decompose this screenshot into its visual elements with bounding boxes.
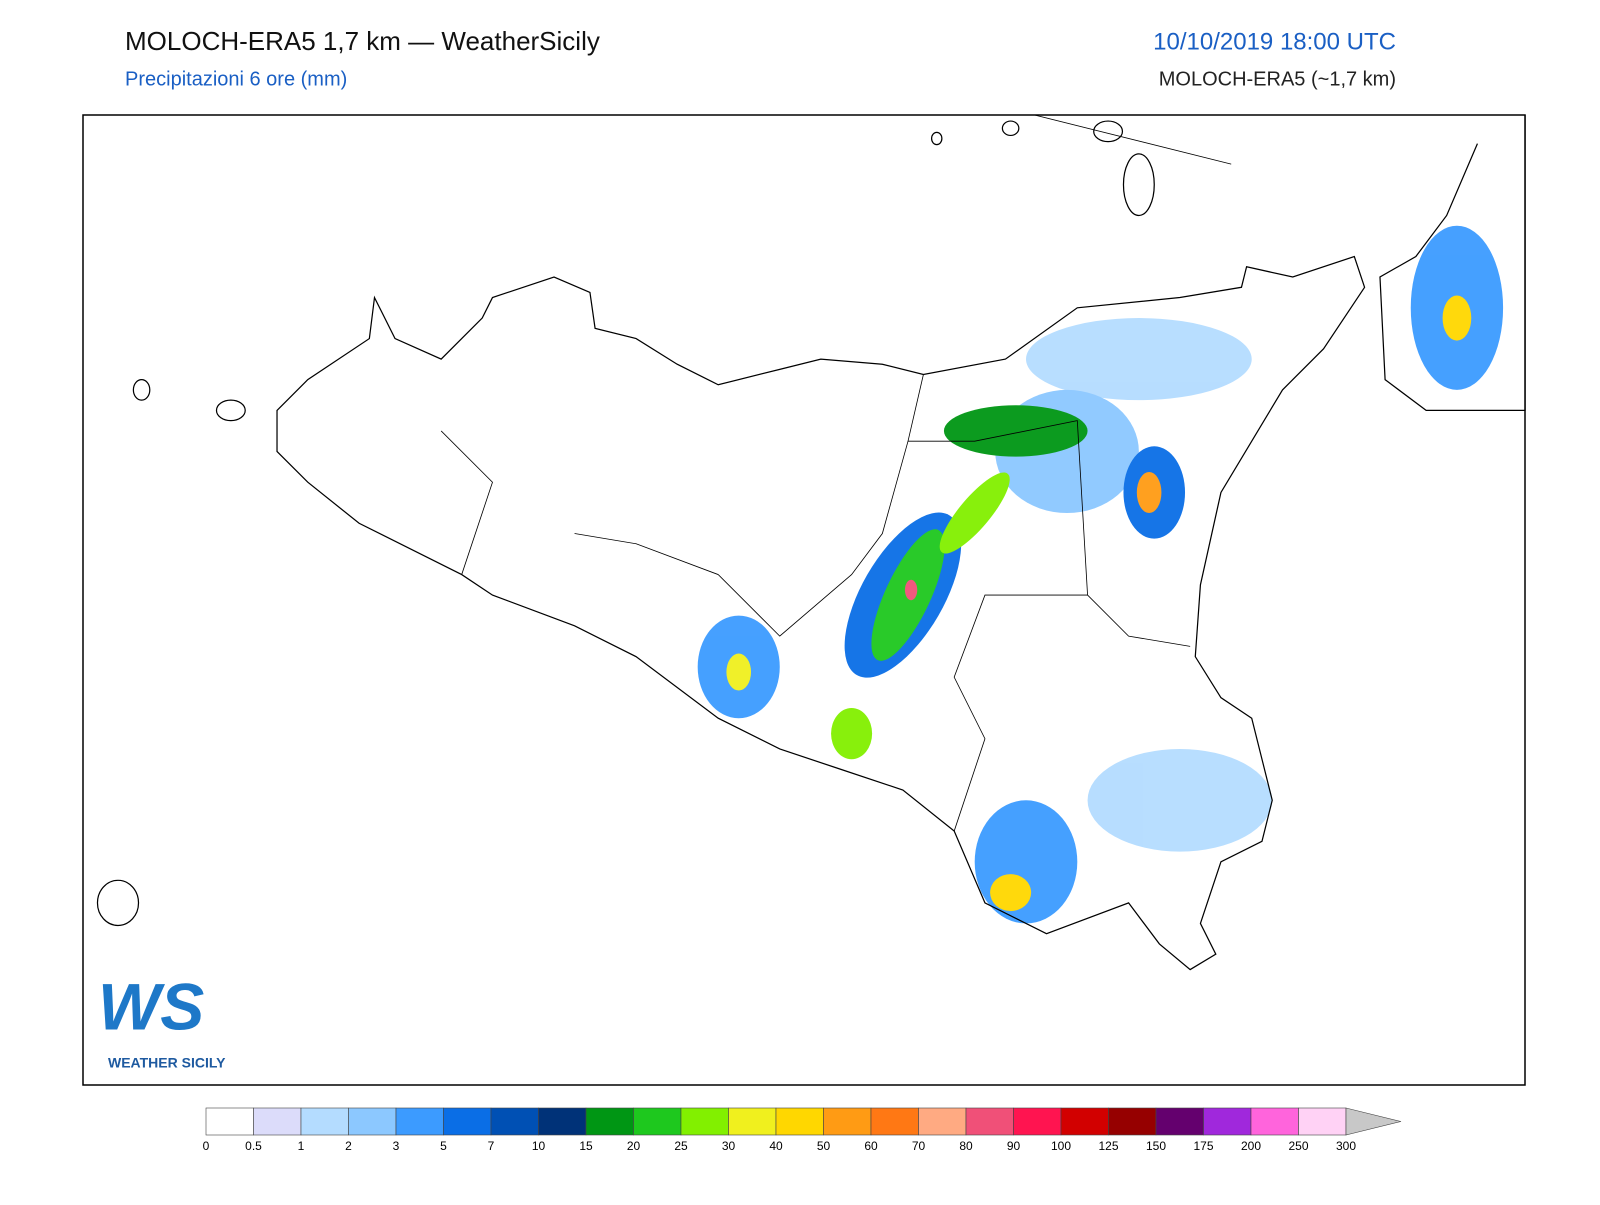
colorbar-tick-label: 90 bbox=[1007, 1139, 1021, 1153]
colorbar-bin bbox=[395, 1107, 444, 1136]
colorbar-tick-label: 10 bbox=[532, 1139, 546, 1153]
colorbar-tick-label: 20 bbox=[627, 1139, 641, 1153]
colorbar-bin bbox=[775, 1107, 824, 1136]
coastline bbox=[96, 114, 1526, 971]
colorbar-tick-label: 250 bbox=[1288, 1139, 1308, 1153]
colorbar-tick-label: 7 bbox=[488, 1139, 495, 1153]
colorbar-tick-label: 80 bbox=[959, 1139, 973, 1153]
colorbar-tick-label: 0.5 bbox=[245, 1139, 262, 1153]
colorbar-bin bbox=[1155, 1107, 1204, 1136]
colorbar-tick-label: 40 bbox=[769, 1139, 783, 1153]
colorbar-extend bbox=[1345, 1107, 1402, 1136]
colorbar-tick-label: 0 bbox=[203, 1139, 210, 1153]
colorbar-tick-label: 25 bbox=[674, 1139, 688, 1153]
colorbar-tick-label: 150 bbox=[1146, 1139, 1166, 1153]
logo: WS WEATHER SICILY bbox=[98, 969, 226, 1070]
colorbar-bin bbox=[253, 1107, 302, 1136]
logo-name: WEATHER SICILY bbox=[108, 1055, 226, 1071]
colorbar-bin bbox=[1108, 1107, 1157, 1136]
colorbar-bin bbox=[1298, 1107, 1347, 1136]
colorbar-bin bbox=[633, 1107, 682, 1136]
colorbar-bin bbox=[585, 1107, 634, 1136]
colorbar-bin bbox=[965, 1107, 1014, 1136]
colorbar-tick-label: 5 bbox=[440, 1139, 447, 1153]
colorbar-bin bbox=[443, 1107, 492, 1136]
colorbar-tick-label: 3 bbox=[393, 1139, 400, 1153]
colorbar-bin bbox=[205, 1107, 254, 1136]
colorbar-bin bbox=[1203, 1107, 1252, 1136]
colorbar-tick-label: 60 bbox=[864, 1139, 878, 1153]
colorbar-bin bbox=[300, 1107, 349, 1136]
colorbar-bin bbox=[348, 1107, 397, 1136]
colorbar-bin bbox=[823, 1107, 872, 1136]
date: 10/10/2019 18:00 UTC bbox=[1153, 28, 1396, 55]
colorbar-bin bbox=[870, 1107, 919, 1136]
logo-mark: WS bbox=[98, 969, 204, 1043]
colorbar-bin bbox=[728, 1107, 777, 1136]
colorbar-bin bbox=[1060, 1107, 1109, 1136]
colorbar-tick-label: 70 bbox=[912, 1139, 926, 1153]
colorbar-tick-label: 15 bbox=[579, 1139, 593, 1153]
colorbar-tick-label: 2 bbox=[345, 1139, 352, 1153]
colorbar-bin bbox=[1013, 1107, 1062, 1136]
colorbar-tick-label: 100 bbox=[1051, 1139, 1071, 1153]
colorbar-tick-label: 50 bbox=[817, 1139, 831, 1153]
subtitle: Precipitazioni 6 ore (mm) bbox=[125, 68, 347, 90]
title: MOLOCH-ERA5 1,7 km — WeatherSicily bbox=[125, 26, 600, 56]
colorbar-bin bbox=[490, 1107, 539, 1136]
colorbar: 0 0.5 1 2 3 5 7 10 15 20 25 30 40 50 60 70 80 90 100 125 150… bbox=[203, 1107, 1402, 1153]
colorbar-bin bbox=[1250, 1107, 1299, 1136]
colorbar-tick-label: 300 bbox=[1336, 1139, 1356, 1153]
colorbar-tick-label: 200 bbox=[1241, 1139, 1261, 1153]
colorbar-tick-label: 175 bbox=[1193, 1139, 1213, 1153]
colorbar-tick-label: 1 bbox=[298, 1139, 305, 1153]
map bbox=[96, 114, 1526, 971]
model: MOLOCH-ERA5 (~1,7 km) bbox=[1159, 68, 1396, 90]
colorbar-bin bbox=[538, 1107, 587, 1136]
precipitation bbox=[697, 225, 1504, 924]
colorbar-tick-label: 125 bbox=[1098, 1139, 1118, 1153]
map-frame bbox=[82, 114, 1526, 1086]
colorbar-bin bbox=[680, 1107, 729, 1136]
colorbar-bin bbox=[918, 1107, 967, 1136]
colorbar-tick-label: 30 bbox=[722, 1139, 736, 1153]
